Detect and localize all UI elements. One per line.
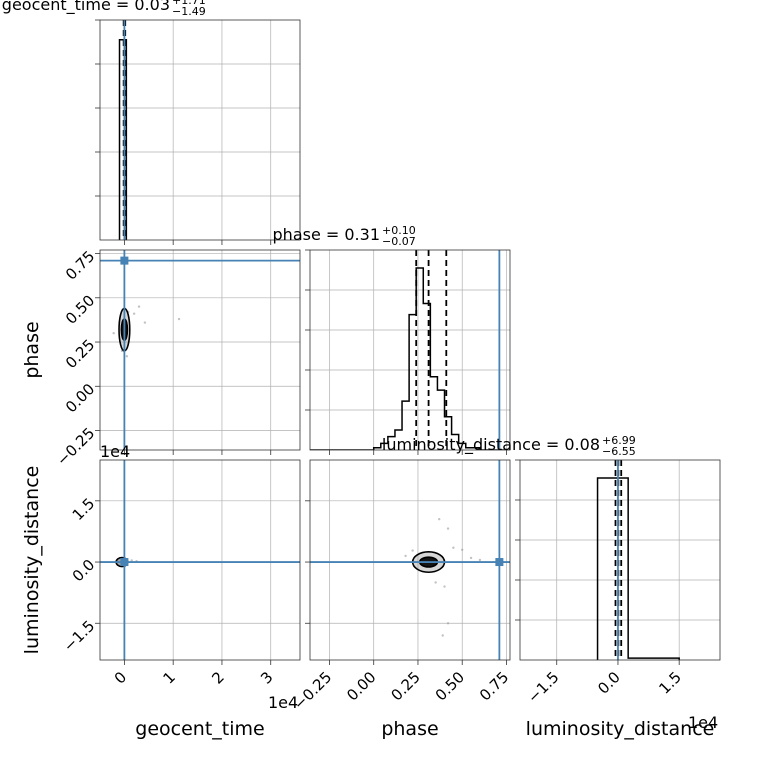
scatter-panel-geocent_time-phase — [100, 250, 300, 450]
hist-frame-geocent_time — [99, 19, 301, 241]
title-main: geocent_time = 0.03 — [2, 0, 170, 15]
ytick-label: 1.5 — [69, 494, 99, 524]
xtick-label: 1.5 — [655, 668, 685, 698]
scatter-point — [434, 581, 437, 584]
scatter-point — [438, 517, 441, 521]
title-sup: +6.99 — [602, 434, 636, 447]
xtick-label: 0.25 — [387, 668, 423, 704]
xtick-label: 0.00 — [343, 668, 379, 704]
title-sub: −1.49 — [172, 5, 206, 18]
hist-frame-luminosity_distance — [519, 459, 721, 661]
hist-panel-phase — [310, 250, 510, 450]
hist-step-geocent_time — [118, 39, 128, 240]
title-sub: −6.55 — [602, 445, 636, 458]
hist-panel-geocent_time — [100, 20, 300, 240]
xtick-label: 0 — [111, 668, 130, 687]
truth-marker — [120, 256, 129, 265]
offset-label-y: 1e4 — [100, 442, 130, 461]
xaxis-label-luminosity_distance: luminosity_distance — [526, 718, 715, 740]
truth-marker — [120, 558, 129, 567]
scatter-point — [461, 548, 464, 551]
xtick-label: 2 — [208, 668, 227, 687]
scatter-point — [125, 354, 129, 358]
scatter-point — [411, 549, 414, 552]
hist-frame-phase — [309, 249, 511, 451]
title-phase: phase = 0.31 +0.10−0.07 — [273, 224, 416, 248]
title-luminosity_distance: luminosity_distance = 0.08 +6.99−6.55 — [382, 434, 636, 458]
scatter-point — [478, 558, 482, 562]
scatter-frame — [309, 459, 511, 661]
yaxis-label-phase: phase — [21, 321, 43, 378]
scatter-point — [452, 546, 455, 549]
xtick-label: −1.5 — [524, 668, 562, 706]
xtick-label: 3 — [257, 668, 276, 687]
title-sub: −0.07 — [382, 235, 416, 248]
scatter-point — [469, 556, 473, 560]
hist-panel-luminosity_distance — [520, 460, 720, 660]
scatter-point — [130, 559, 133, 562]
hist-step-luminosity_distance — [596, 477, 680, 660]
scatter-frame — [99, 249, 301, 451]
ytick-label: −1.5 — [60, 617, 98, 655]
scatter-point — [443, 585, 446, 588]
xaxis-label-phase: phase — [381, 718, 438, 740]
title-geocent_time: geocent_time = 0.03 +1.71−1.49 — [2, 0, 206, 18]
ytick-label: 0.50 — [62, 291, 98, 327]
scatter-point — [132, 312, 136, 315]
xtick-label: 0.0 — [594, 668, 624, 698]
yaxis-label-luminosity_distance: luminosity_distance — [21, 466, 43, 655]
xtick-label: 1 — [160, 668, 179, 687]
scatter-frame — [99, 459, 301, 661]
scatter-point — [143, 321, 147, 324]
scatter-panel-geocent_time-luminosity_distance — [100, 460, 300, 660]
ytick-label: 0.25 — [62, 336, 98, 372]
offset-label-x3: 1e4 — [688, 713, 718, 732]
ytick-label: −0.25 — [53, 424, 98, 469]
scatter-point — [446, 527, 450, 530]
offset-label-x1: 1e4 — [268, 693, 298, 712]
ytick-label: 0.00 — [62, 380, 98, 416]
truth-marker — [495, 558, 504, 567]
ytick-label: 0.75 — [62, 247, 98, 283]
scatter-point — [441, 634, 444, 637]
scatter-point — [446, 622, 450, 625]
title-sup: +1.71 — [172, 0, 206, 7]
xaxis-label-geocent_time: geocent_time — [135, 718, 264, 740]
title-main: luminosity_distance = 0.08 — [382, 435, 600, 455]
title-main: phase = 0.31 — [273, 225, 380, 244]
scatter-point — [404, 554, 407, 558]
hist-step-phase — [310, 267, 509, 450]
scatter-point — [177, 317, 181, 321]
title-sup: +0.10 — [382, 224, 416, 237]
scatter-panel-phase-luminosity_distance — [310, 460, 510, 660]
xtick-label: 0.75 — [476, 668, 512, 704]
ytick-label: 0.0 — [69, 556, 99, 586]
scatter-point — [137, 305, 141, 308]
xtick-label: 0.50 — [432, 668, 468, 704]
scatter-point — [112, 331, 115, 335]
